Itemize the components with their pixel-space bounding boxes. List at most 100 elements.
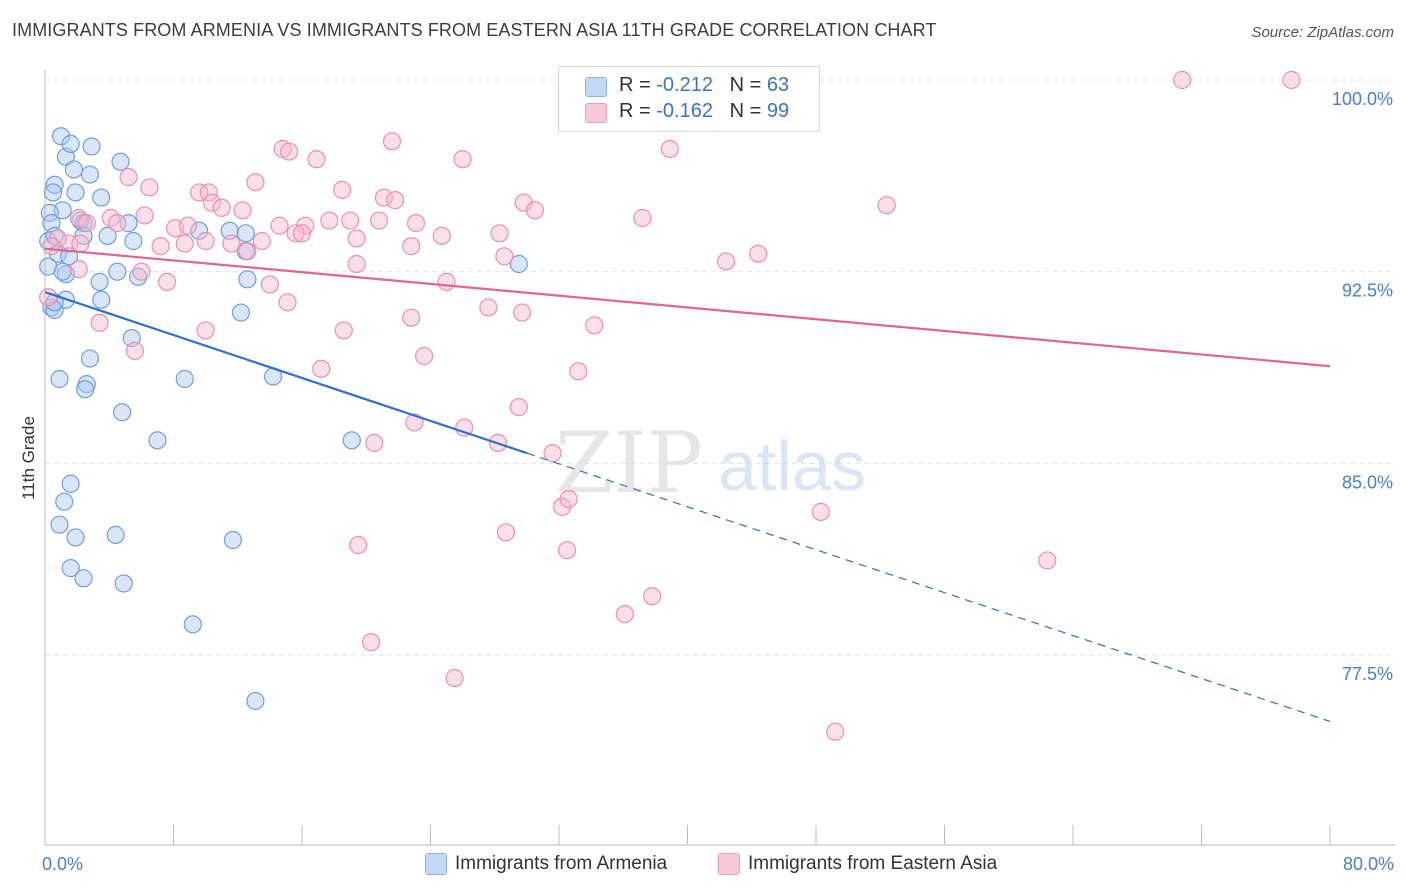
armenia-point [45,175,64,194]
eastern-asia-point [108,214,127,233]
armenia-point [82,137,101,156]
eastern-asia-point [405,413,424,432]
eastern-asia-n-label: N = [729,100,767,122]
eastern-asia-point [341,211,360,230]
eastern-asia-point [1282,70,1301,90]
eastern-asia-point [42,237,61,256]
armenia-point [238,270,257,289]
eastern-asia-point [525,201,545,220]
armenia-r-label: R = [619,74,657,96]
eastern-asia-point [557,541,577,560]
armenia-point [42,298,61,317]
armenia-point [80,349,100,368]
eastern-asia-point [292,224,312,243]
watermark-zip: ZIP [555,414,703,512]
eastern-asia-point [512,303,532,322]
eastern-asia-point [39,288,58,307]
eastern-asia-point [509,398,528,417]
eastern-asia-point [406,214,426,233]
armenia-point [111,152,130,171]
armenia-point [50,515,69,534]
eastern-asia-point [382,132,402,151]
eastern-asia-point [190,183,209,202]
eastern-asia-point [453,150,472,169]
eastern-asia-point [334,321,353,340]
eastern-asia-point [361,633,381,652]
armenia-point [114,574,133,593]
eastern-asia-point [320,211,339,230]
grid-lines [45,79,1395,656]
eastern-asia-point [374,188,394,207]
eastern-asia-point [175,234,194,253]
eastern-asia-point [479,298,498,317]
armenia-trend-line [44,291,528,455]
eastern-asia-point [280,142,299,161]
armenia-point [61,559,80,578]
eastern-asia-point [252,231,271,251]
bottom-armenia-swatch [425,853,447,875]
eastern-asia-point [495,247,514,266]
eastern-asia-point [643,587,662,606]
x-tick-label: 80.0% [1343,854,1394,874]
armenia-point [76,380,95,399]
eastern-asia-point [402,308,421,327]
eastern-asia-point [402,237,421,256]
eastern-asia-point [386,191,405,210]
armenia-n-label: N = [729,74,767,96]
eastern-asia-point [196,321,215,340]
eastern-asia-point [196,231,215,251]
armenia-points [39,127,528,711]
eastern-asia-point [270,216,289,235]
armenia-point [246,691,265,711]
armenia-point [64,160,84,179]
armenia-point [51,127,71,146]
bottom-armenia-label: Immigrants from Armenia [455,853,668,874]
eastern-asia-point [445,668,464,688]
eastern-asia-point [432,226,451,245]
armenia-point [124,231,143,251]
eastern-asia-point [132,262,151,281]
y-tick-label: 92.5% [1342,281,1393,301]
armenia-point [45,226,64,245]
eastern-asia-point [365,433,384,452]
eastern-asia-point [615,605,634,624]
eastern-asia-point [199,183,218,202]
axes: 100.0% 92.5% 85.0% 77.5% 0.0% 80.0% [42,70,1395,874]
eastern-asia-point [333,180,352,199]
eastern-asia-point [286,224,305,243]
eastern-asia-point [238,242,257,261]
eastern-asia-point [71,234,90,253]
eastern-asia-point [178,216,198,235]
eastern-asia-point [660,139,679,159]
eastern-asia-point [633,208,652,228]
armenia-r-value: -0.212 [656,74,713,96]
armenia-point [74,569,93,588]
trend-lines [44,247,1331,723]
armenia-point [112,403,132,422]
chart-title: IMMIGRANTS FROM ARMENIA VS IMMIGRANTS FR… [12,20,937,40]
eastern-asia-point [585,316,604,335]
eastern-asia-point [559,490,578,509]
eastern-asia-point [347,254,366,274]
eastern-asia-point [222,234,241,253]
y-tick-label: 100.0% [1332,89,1393,109]
eastern-asia-point [569,362,588,381]
eastern-asia-point [543,444,562,463]
eastern-asia-point [77,214,96,233]
eastern-asia-point [312,359,331,378]
y-tick-label: 77.5% [1342,664,1393,684]
y-axis-title: 11th Grade [19,416,38,500]
armenia-point [66,528,85,547]
eastern-asia-point [246,173,265,192]
eastern-asia-point [307,150,326,169]
eastern-asia-point [349,536,368,555]
armenia-point [80,165,100,184]
eastern-asia-point [233,201,252,220]
eastern-asia-points [39,70,1301,741]
armenia-point [43,183,63,202]
eastern-asia-point [119,168,138,187]
chart-source: Source: ZipAtlas.com [1251,24,1394,41]
armenia-point [231,303,251,322]
eastern-asia-point [749,244,768,263]
